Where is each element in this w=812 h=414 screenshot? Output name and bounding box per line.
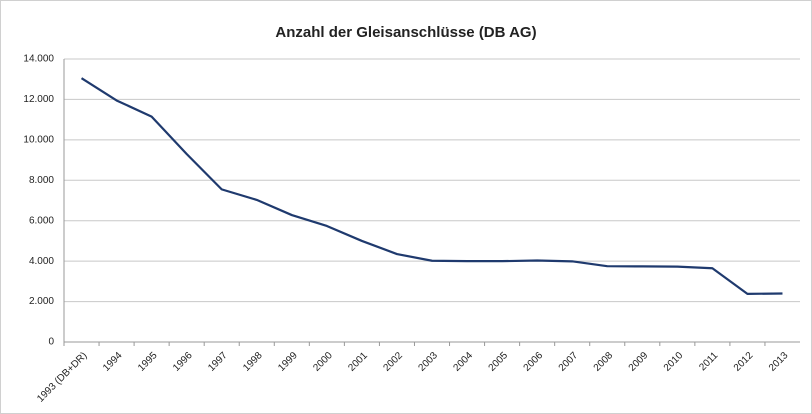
y-tick-label: 0 — [48, 337, 54, 348]
y-tick-label: 2.000 — [29, 296, 54, 307]
chart-title: Anzahl der Gleisanschlüsse (DB AG) — [275, 24, 536, 41]
y-tick-label: 14.000 — [23, 54, 54, 65]
y-tick-label: 12.000 — [23, 94, 54, 105]
y-tick-label: 10.000 — [23, 134, 54, 145]
y-tick-label: 8.000 — [29, 175, 54, 186]
y-tick-label: 6.000 — [29, 215, 54, 226]
y-tick-label: 4.000 — [29, 256, 54, 267]
data-line — [80, 77, 783, 295]
